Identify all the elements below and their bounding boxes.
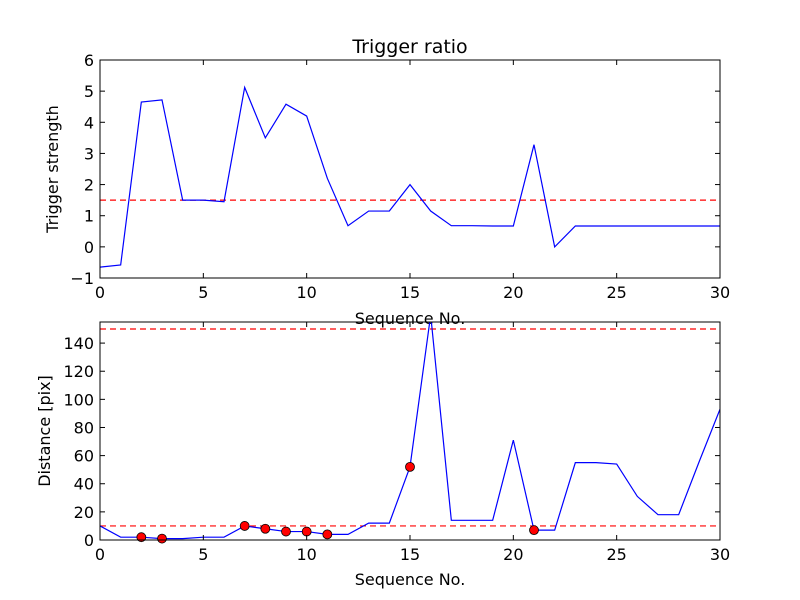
- y-tick-label: −1: [70, 269, 94, 288]
- data-point-marker: [239, 521, 250, 531]
- y-tick-label: 80: [74, 418, 94, 437]
- y-tick-label: 1: [84, 207, 94, 226]
- x-tick-label: 25: [606, 545, 626, 564]
- y-axis-label: Trigger strength: [43, 105, 62, 234]
- y-tick-label: 140: [63, 334, 94, 353]
- x-tick-label: 10: [296, 545, 316, 564]
- y-tick-label: 100: [63, 390, 94, 409]
- x-tick-label: 0: [95, 283, 105, 302]
- series-line: [100, 322, 720, 540]
- y-tick-label: 5: [84, 82, 94, 101]
- data-point-marker: [529, 525, 539, 536]
- plot-frame: [99, 321, 721, 541]
- x-tick-label: 5: [198, 545, 208, 564]
- y-tick-label: 120: [63, 362, 94, 381]
- y-tick-label: 0: [84, 238, 94, 257]
- x-tick-label: 20: [503, 283, 523, 302]
- x-tick-label: 5: [198, 283, 208, 302]
- y-tick-label: 6: [84, 51, 94, 70]
- chart-title: Trigger ratio: [351, 36, 467, 58]
- y-tick-label: 0: [84, 531, 94, 550]
- y-tick-label: 4: [84, 113, 94, 132]
- data-point-marker: [281, 526, 291, 537]
- data-point-marker: [260, 523, 271, 534]
- x-tick-label: 15: [400, 283, 420, 302]
- data-point-marker: [301, 526, 312, 537]
- plot-frame: [99, 59, 721, 279]
- x-tick-label: 15: [400, 545, 420, 564]
- data-point-marker: [322, 529, 333, 540]
- x-tick-label: 30: [710, 283, 730, 302]
- distance-plot: 0 5 10 15 20 25 30 0 20 40 60 80 100 120 140 Sequence …: [35, 321, 730, 589]
- x-axis-label: Sequence No.: [355, 570, 466, 589]
- x-tick-label: 10: [296, 283, 316, 302]
- plot-area: [100, 322, 720, 540]
- data-point-marker: [157, 533, 167, 544]
- x-tick-label: 20: [503, 545, 523, 564]
- data-point-marker: [136, 532, 147, 543]
- x-axis-label: Sequence No.: [355, 309, 466, 328]
- y-tick-label: 40: [74, 475, 94, 494]
- data-point-marker: [405, 461, 415, 472]
- x-tick-label: 25: [606, 283, 626, 302]
- y-axis-label: Distance [pix]: [35, 375, 54, 487]
- y-tick-label: 3: [84, 144, 94, 163]
- y-tick-label: 20: [74, 503, 94, 522]
- y-tick-label: 60: [74, 447, 94, 466]
- plot-area: [100, 85, 720, 268]
- series-line: [100, 85, 720, 268]
- y-tick-label: 2: [84, 176, 94, 195]
- x-tick-label: 30: [710, 545, 730, 564]
- x-tick-label: 0: [95, 545, 105, 564]
